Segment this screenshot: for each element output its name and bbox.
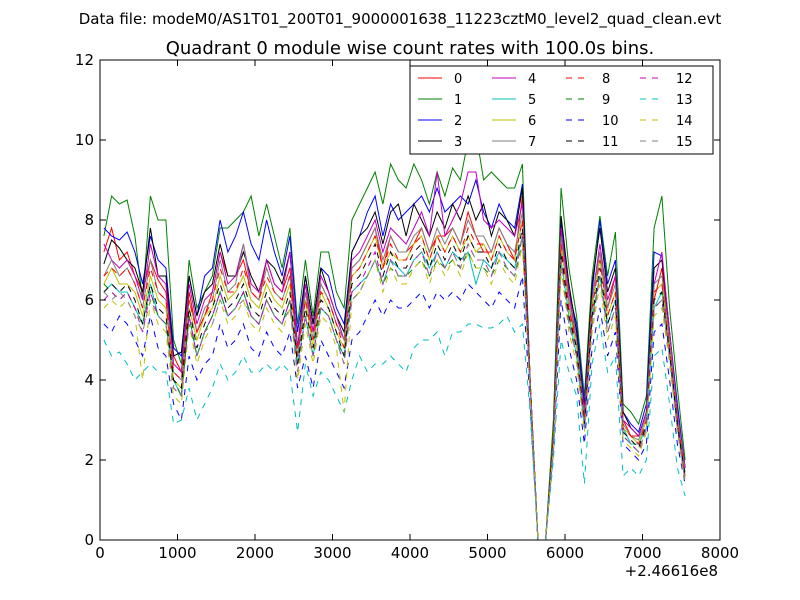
legend-label-11: 11 — [602, 135, 619, 150]
y-tick-label: 12 — [75, 51, 94, 69]
series-line-11 — [103, 227, 686, 541]
data-file-title: Data file: modeM0/AS1T01_200T01_90000016… — [79, 10, 722, 29]
y-tick-label: 10 — [75, 131, 94, 149]
legend-label-5: 5 — [528, 93, 536, 108]
series-line-15 — [103, 235, 686, 541]
legend-label-12: 12 — [676, 72, 693, 87]
axis-ticks: 0 1000 2000 3000 4000 5000 6000 7000 80000246810… — [75, 51, 739, 562]
x-tick-label: 8000 — [701, 544, 739, 562]
legend-label-0: 0 — [454, 72, 462, 87]
legend-label-7: 7 — [528, 135, 536, 150]
x-tick-label: 6000 — [546, 544, 584, 562]
x-tick-label: 4000 — [391, 544, 429, 562]
x-tick-label: 5000 — [468, 544, 506, 562]
legend-label-3: 3 — [454, 135, 462, 150]
series-line-7 — [103, 211, 686, 541]
y-tick-label: 4 — [84, 371, 94, 389]
legend-label-2: 2 — [454, 114, 462, 129]
legend-label-8: 8 — [602, 72, 610, 87]
x-tick-label: 3000 — [313, 544, 351, 562]
legend-label-15: 15 — [676, 135, 693, 150]
chart-title: Quadrant 0 module wise count rates with … — [166, 38, 655, 59]
y-tick-label: 2 — [84, 451, 94, 469]
legend-label-9: 9 — [602, 93, 610, 108]
legend-box — [409, 65, 714, 155]
y-tick-label: 6 — [84, 291, 94, 309]
legend-label-13: 13 — [676, 93, 693, 108]
x-tick-label: 1000 — [158, 544, 196, 562]
legend-label-4: 4 — [528, 72, 536, 87]
y-tick-label: 8 — [84, 211, 94, 229]
x-tick-label: 2000 — [236, 544, 274, 562]
series-line-3 — [103, 187, 686, 541]
legend-label-14: 14 — [676, 114, 693, 129]
series-line-13 — [103, 315, 686, 541]
x-tick-label: 7000 — [623, 544, 661, 562]
series-layer — [103, 130, 686, 541]
legend-label-6: 6 — [528, 114, 536, 129]
legend-label-1: 1 — [454, 93, 462, 108]
x-tick-label: 0 — [95, 544, 105, 562]
y-tick-label: 0 — [84, 531, 94, 549]
series-line-10 — [103, 275, 686, 541]
x-axis-offset-label: +2.46616e8 — [625, 562, 718, 580]
series-line-1 — [103, 130, 686, 541]
legend-label-10: 10 — [602, 114, 619, 129]
